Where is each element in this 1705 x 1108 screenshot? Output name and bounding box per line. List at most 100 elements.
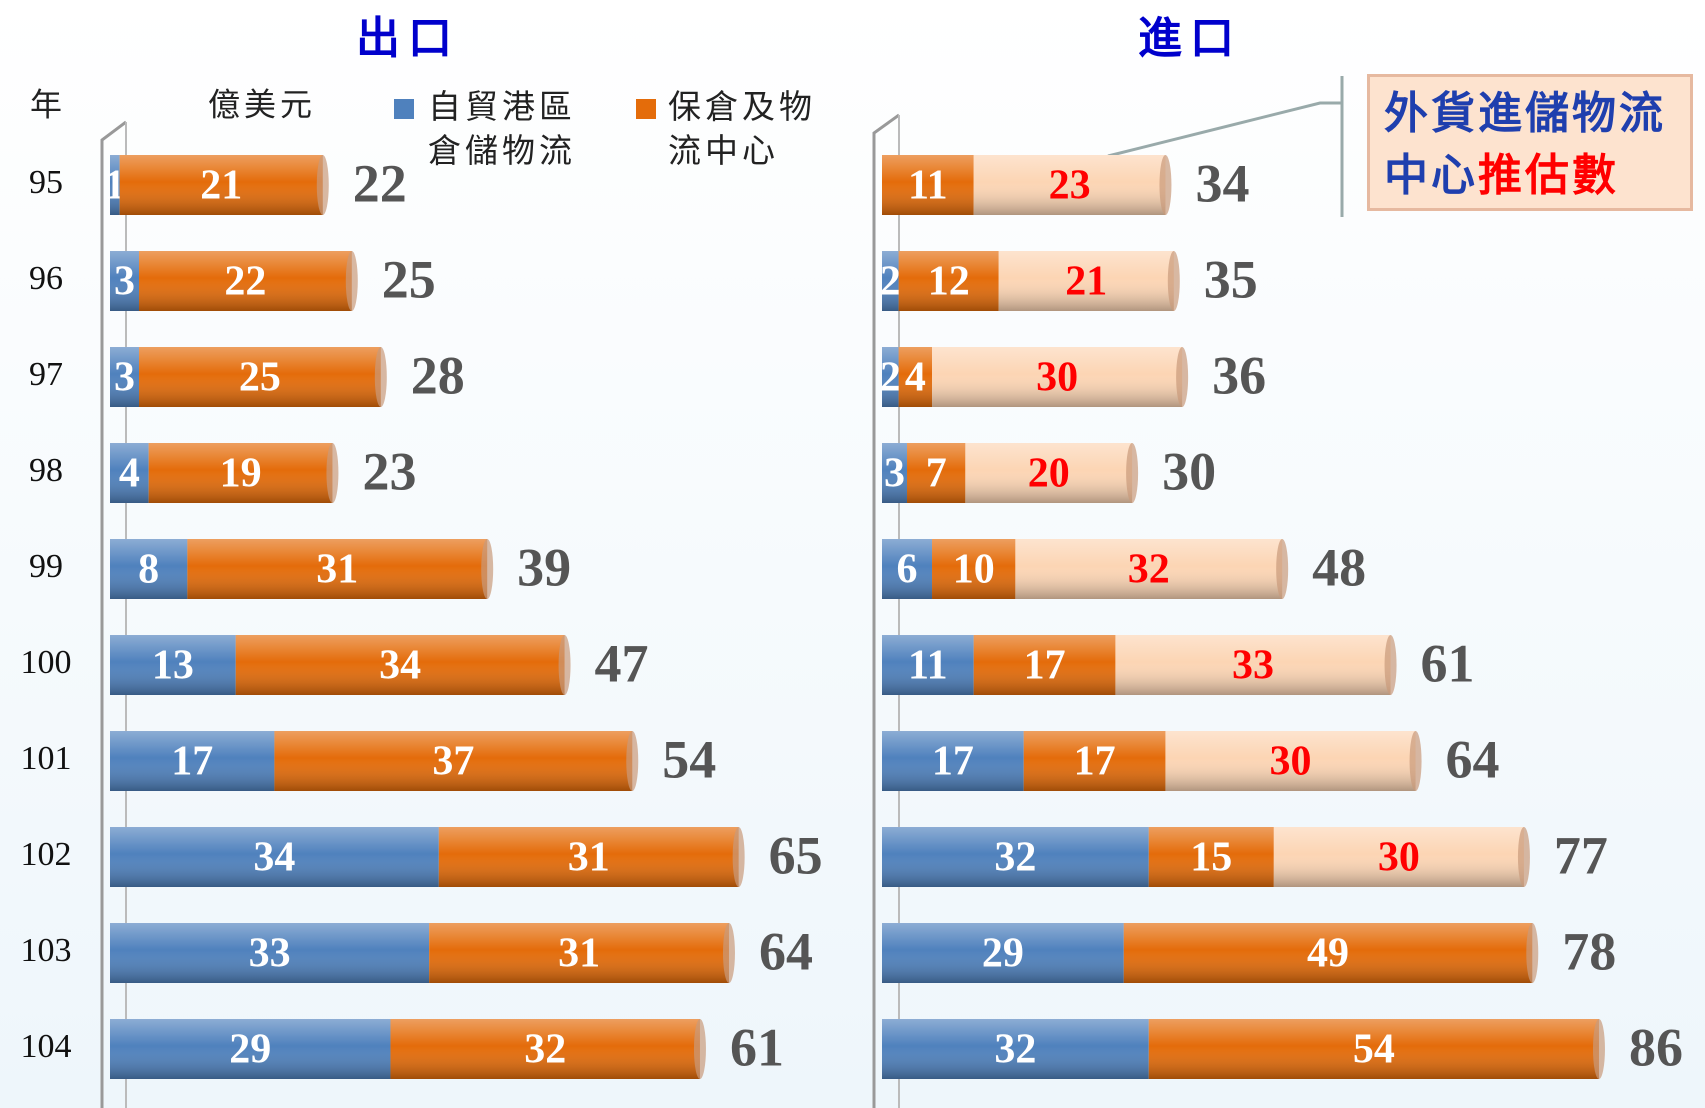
y-tick-label: 104 (21, 1028, 72, 1065)
bar-shade (898, 251, 999, 311)
category-label: 年 (30, 86, 62, 122)
total-label: 22 (353, 153, 407, 213)
bar-shade (119, 155, 323, 215)
bar-value-label: 30 (1270, 739, 1312, 785)
bar-value-label: 11 (908, 163, 948, 209)
bar-value-label: 23 (1049, 163, 1091, 209)
bar-value-label: 34 (379, 643, 421, 689)
bar-shade (187, 539, 488, 599)
bar-shade (110, 443, 149, 503)
bar-shade (1165, 731, 1416, 791)
bar-shade (932, 347, 1183, 407)
y-tick-label: 101 (21, 740, 72, 777)
bar-value-label: 31 (316, 547, 358, 593)
bar-value-label: 8 (138, 547, 159, 593)
bar-shade (110, 251, 140, 311)
bar-cap (732, 827, 745, 887)
total-label: 86 (1629, 1017, 1683, 1077)
bar-value-label: 17 (171, 739, 213, 785)
total-label: 25 (382, 249, 436, 309)
total-label: 61 (1421, 633, 1475, 693)
y-tick-label: 102 (21, 836, 72, 873)
bar-value-label: 31 (558, 931, 600, 977)
axis-wall (100, 120, 127, 1108)
bar-cap (1167, 251, 1180, 311)
bar-shade (438, 827, 739, 887)
bar-value-label: 2 (880, 355, 901, 401)
annotation-text: 中心 (1384, 151, 1478, 200)
total-label: 64 (759, 921, 813, 981)
bar-cap (374, 347, 387, 407)
bar-value-label: 17 (1024, 643, 1066, 689)
bar-shade (998, 251, 1174, 311)
total-label: 39 (517, 537, 571, 597)
bar-shade (110, 539, 188, 599)
bar-shade (110, 923, 430, 983)
bar-shade (110, 731, 275, 791)
total-label: 30 (1162, 441, 1216, 501)
bar-value-label: 17 (932, 739, 974, 785)
bar-value-label: 11 (908, 643, 948, 689)
bar-value-label: 31 (568, 835, 610, 881)
bar-value-label: 20 (1028, 451, 1070, 497)
y-tick-label: 99 (29, 548, 63, 585)
bar-shade (882, 251, 899, 311)
bar-shade (973, 635, 1116, 695)
y-tick-label: 95 (29, 164, 63, 201)
bar-shade (898, 347, 933, 407)
total-label: 64 (1446, 729, 1500, 789)
bar-value-label: 37 (432, 739, 474, 785)
chart-title: 出口 (356, 14, 460, 63)
bar-shade (429, 923, 729, 983)
bar-cap (345, 251, 358, 311)
bar-shade (139, 347, 381, 407)
total-label: 54 (662, 729, 716, 789)
total-label: 23 (362, 441, 416, 501)
bar-value-label: 10 (953, 547, 995, 593)
bar-value-label: 3 (114, 355, 135, 401)
bar-value-label: 30 (1036, 355, 1078, 401)
y-tick-label: 98 (29, 452, 63, 489)
bar-cap (1526, 923, 1539, 983)
bar-value-label: 22 (224, 259, 266, 305)
bar-shade (882, 443, 908, 503)
bar-cap (316, 155, 329, 215)
bar-cap (481, 539, 494, 599)
bar-shade (235, 635, 565, 695)
bar-shade (882, 539, 933, 599)
y-tick-label: 96 (29, 260, 63, 297)
annotation-text: 外貨進儲物流 (1384, 89, 1666, 138)
bar-shade (1148, 827, 1274, 887)
bar-shade (110, 827, 439, 887)
bar-value-label: 21 (1065, 259, 1107, 305)
y-tick-label: 100 (21, 644, 72, 681)
bar-shade (973, 155, 1166, 215)
bar-value-label: 33 (249, 931, 291, 977)
bar-value-label: 4 (905, 355, 926, 401)
bar-shade (882, 155, 974, 215)
bar-shade (1273, 827, 1524, 887)
axis-wall (872, 113, 900, 1108)
total-label: 78 (1562, 921, 1616, 981)
bar-shade (110, 155, 120, 215)
bar-shade (1023, 731, 1166, 791)
bar-value-label: 3 (884, 451, 905, 497)
bar-shade (932, 539, 1016, 599)
connector (1107, 101, 1342, 158)
bar-cap (1384, 635, 1397, 695)
bar-shade (110, 1019, 391, 1079)
bar-shade (882, 1019, 1149, 1079)
bar-value-label: 3 (114, 259, 135, 305)
bar-shade (1148, 1019, 1599, 1079)
bar-cap (1409, 731, 1422, 791)
bar-value-label: 17 (1074, 739, 1116, 785)
bar-shade (882, 731, 1024, 791)
bar-value-label: 32 (994, 1027, 1036, 1073)
total-label: 61 (730, 1017, 784, 1077)
bar-cap (722, 923, 735, 983)
bar-shade (148, 443, 333, 503)
bar-shade (882, 347, 899, 407)
legend-swatch (394, 99, 414, 119)
bar-value-label: 30 (1378, 835, 1420, 881)
